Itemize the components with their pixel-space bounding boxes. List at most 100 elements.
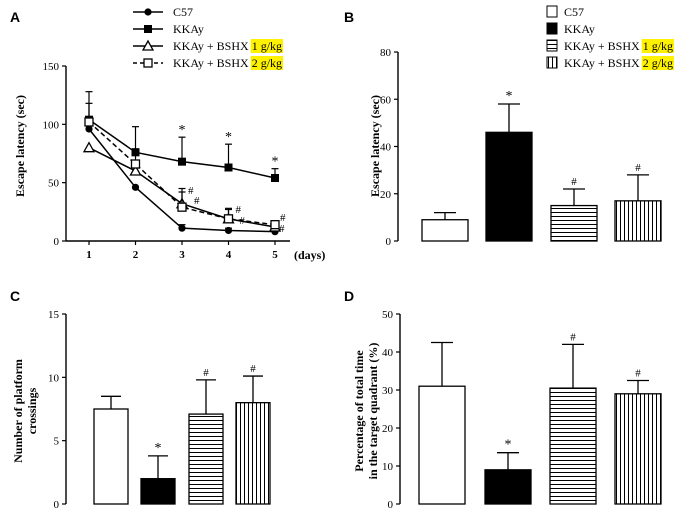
panel-c-bar-group-4: # xyxy=(235,363,271,505)
panel-a-significance-marks: * **#### ## xyxy=(179,123,287,235)
panel-b-legend-label: KKAy xyxy=(564,22,595,36)
panel-b-bar-group-3: # xyxy=(550,176,598,242)
panel-a-point xyxy=(178,224,186,232)
panel-a-y-tick-label: 150 xyxy=(43,61,60,73)
panel-a-legend: C57 KKAy KKAy + BSHX 1 g/kg KKAy + BSHX 2 g… xyxy=(133,5,284,70)
panel-d-y-tick-label: 20 xyxy=(382,423,394,435)
panel-d-hash-mark: # xyxy=(635,368,641,380)
panel-d-bar-chart: 0 10 20 30 40 50 Percentage of total time in … xyxy=(352,309,662,511)
panel-a-asterisk-mark: * xyxy=(272,155,279,170)
panel-d-y-tick-label: 10 xyxy=(382,461,394,473)
panel-c-y-tick-label: 10 xyxy=(48,372,60,384)
panel-a-line-chart: C57 KKAy KKAy + BSHX 1 g/kg KKAy + BSHX 2 g… xyxy=(13,5,325,262)
panel-a-point xyxy=(129,164,142,176)
panel-a-x-tick-label: 2 xyxy=(133,249,139,261)
panel-c-bar xyxy=(235,402,271,505)
panel-d-hash-mark: # xyxy=(570,331,576,343)
panel-b-y-tick-label: 80 xyxy=(380,47,392,59)
panel-a-hash-mark: # xyxy=(236,204,242,216)
panel-a-legend-dose-highlight xyxy=(250,39,284,53)
panel-a-point xyxy=(223,214,234,224)
panel-c-asterisk-mark: * xyxy=(155,441,162,456)
panel-b-axes: 0 20 40 60 80 xyxy=(380,47,399,248)
panel-a-axes: 0 50 100 150 1 2 3 4 5 xyxy=(43,61,290,261)
panel-a-hash-mark: # xyxy=(240,215,246,227)
panel-a-x-tick-label: 1 xyxy=(86,249,92,261)
panel-b-bar xyxy=(421,219,469,242)
panel-a-series-4 xyxy=(84,102,280,230)
panel-b-legend-label: KKAy + BSHX 2 g/kg xyxy=(564,56,673,70)
panel-b-bar xyxy=(614,200,662,242)
panel-c-y-axis-label-line-2: crossings xyxy=(25,387,39,434)
panel-c-hash-mark: # xyxy=(250,363,256,375)
panel-a-y-axis-label: Escape latency (sec) xyxy=(13,95,27,197)
panel-d-bar xyxy=(484,469,532,505)
panel-a-y-tick-label: 100 xyxy=(43,119,60,131)
panel-c-plot-area: * # # xyxy=(93,363,271,505)
panel-b-legend-item-2: KKAy xyxy=(546,22,595,36)
panel-a-y-tick-label: 50 xyxy=(48,178,60,190)
panel-b-bar-group-4: # xyxy=(614,162,662,242)
panel-a-x-tick-label: 5 xyxy=(272,249,278,261)
panel-d-y-axis-label-line-1: Percentage of total time xyxy=(352,350,366,472)
panel-a-point xyxy=(224,163,233,172)
panel-a-point xyxy=(130,159,141,169)
panel-a-legend-label: C57 xyxy=(173,5,193,19)
panel-c-y-axis-label-line-1: Number of platform xyxy=(11,359,25,463)
panel-b-y-tick-label: 40 xyxy=(380,142,392,154)
panel-a-point xyxy=(224,226,233,235)
panel-c-bar-group-1 xyxy=(93,395,129,505)
panel-a-legend-item-4: KKAy + BSHX 2 g/kg xyxy=(133,56,284,70)
panel-b-plot-area: * # # xyxy=(421,89,662,242)
panel-d-y-tick-label: 50 xyxy=(382,309,394,321)
panel-a-legend-dose-highlight xyxy=(250,56,284,70)
panel-a-legend-item-2: KKAy xyxy=(133,22,204,36)
panel-a-legend-item-3: KKAy + BSHX 1 g/kg xyxy=(133,39,284,53)
panel-d-bar-group-1 xyxy=(418,341,466,505)
panel-a-legend-label: KKAy + BSHX 2 g/kg xyxy=(173,56,282,70)
panel-a-series-1 xyxy=(85,125,279,236)
panel-b-bar xyxy=(550,204,598,242)
panel-a-legend-marker xyxy=(144,8,152,16)
panel-c-hash-mark: # xyxy=(203,367,209,379)
panel-d-bar-group-4: # xyxy=(614,368,662,505)
panel-d-plot-area: * # # xyxy=(418,331,662,505)
panel-b-hash-mark: # xyxy=(635,162,641,174)
panel-a-legend-marker xyxy=(141,39,155,51)
panel-a-x-tick-label: 3 xyxy=(179,249,185,261)
panel-d-y-tick-label: 0 xyxy=(388,499,394,511)
panel-b-legend-label: C57 xyxy=(564,5,584,19)
panel-a-x-axis-label: (days) xyxy=(294,248,325,262)
panel-b-legend: C57 KKAy KKAy + BSHX 1 g/kg KKAy + BSHX 2 g… xyxy=(546,5,675,70)
panel-c-y-tick-label: 15 xyxy=(48,309,60,321)
panel-b-y-tick-label: 20 xyxy=(380,189,392,201)
panel-a-series-line xyxy=(88,121,276,226)
panel-a-point xyxy=(270,220,280,230)
panel-c-y-tick-label: 0 xyxy=(54,499,60,511)
panel-b-asterisk-mark: * xyxy=(506,89,513,104)
panel-a-asterisk-mark: * xyxy=(179,123,186,138)
panel-d-bar-group-2: * xyxy=(484,438,532,505)
panel-letter-d: D xyxy=(344,288,354,304)
panel-a-hash-mark: # xyxy=(188,185,194,197)
panel-c-axes: 0 5 10 15 xyxy=(48,309,67,511)
panel-b-y-tick-label: 60 xyxy=(380,94,392,106)
panel-a-point xyxy=(131,183,140,191)
panel-c-bar xyxy=(93,408,129,505)
panel-a-x-tick-label: 4 xyxy=(226,249,232,261)
panel-b-legend-item-3: KKAy + BSHX 1 g/kg xyxy=(546,39,675,53)
panel-d-bar xyxy=(418,385,466,505)
panel-d-y-axis-label-line-2: in the target quadrant (%) xyxy=(366,343,380,480)
panel-b-legend-swatch xyxy=(546,39,558,52)
panel-b-legend-dose-highlight xyxy=(641,39,675,53)
panel-a-point xyxy=(85,125,93,133)
panel-b-y-tick-label: 0 xyxy=(386,236,392,248)
panel-a-plot-area: * **#### ## xyxy=(82,91,287,236)
panel-b-bar-group-1 xyxy=(421,211,469,242)
panel-c-bar xyxy=(188,413,224,505)
panel-d-bar-group-3: # xyxy=(549,331,597,505)
panel-d-y-tick-label: 40 xyxy=(382,347,394,359)
panel-b-legend-swatch xyxy=(546,22,558,35)
panel-c-bar-chart: 0 5 10 15 Number of platform crossings * # # xyxy=(11,309,271,511)
panel-a-legend-marker xyxy=(143,58,153,68)
